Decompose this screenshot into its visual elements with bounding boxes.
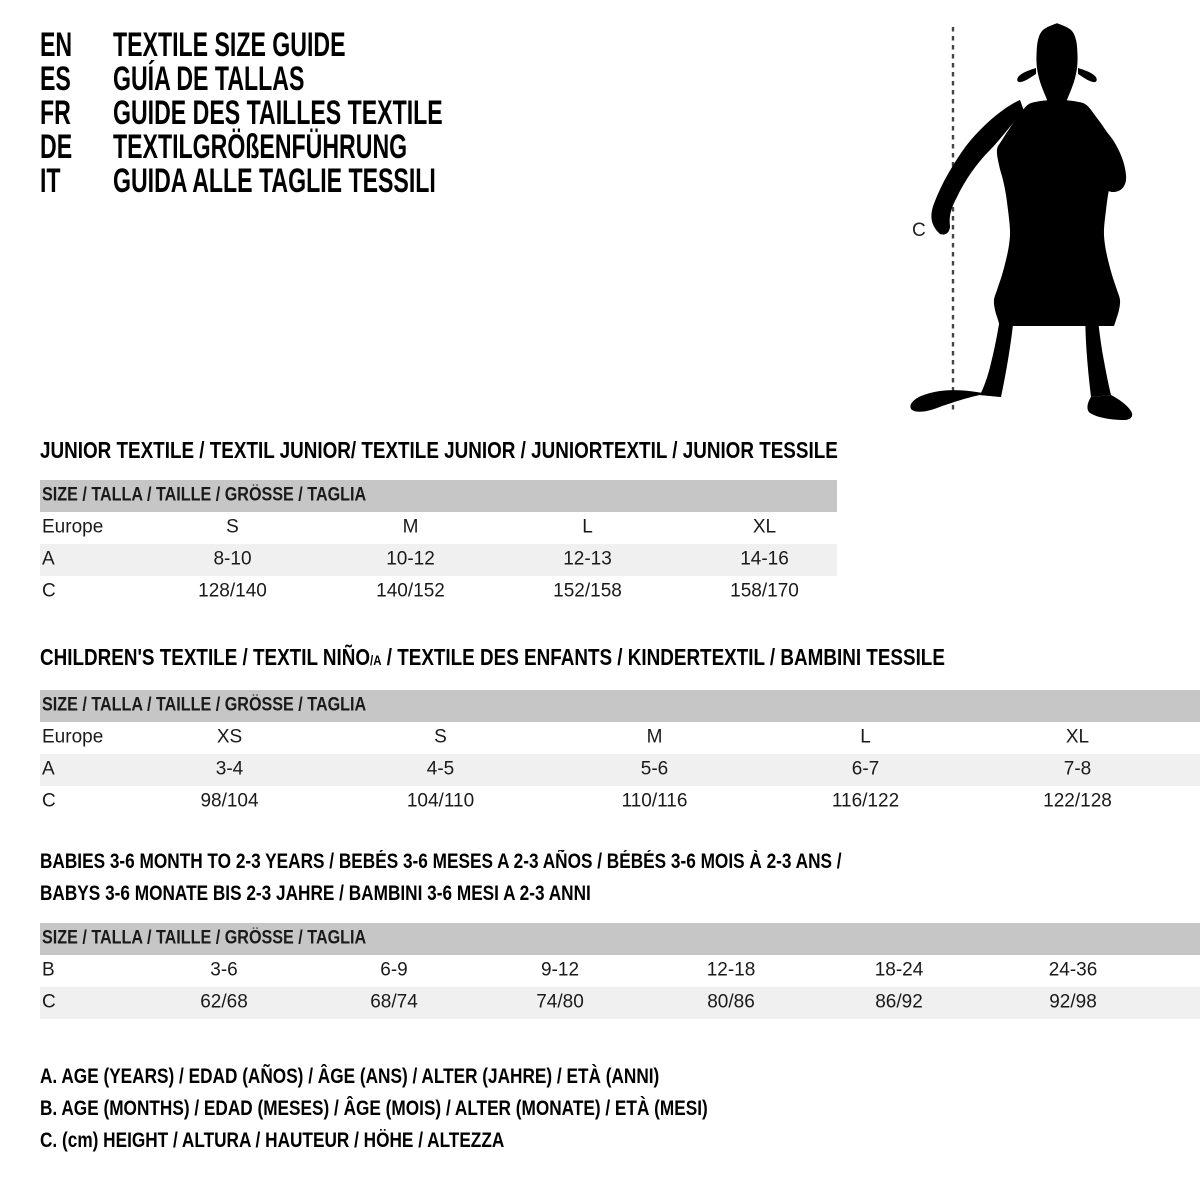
svg-text:C: C <box>912 220 926 241</box>
